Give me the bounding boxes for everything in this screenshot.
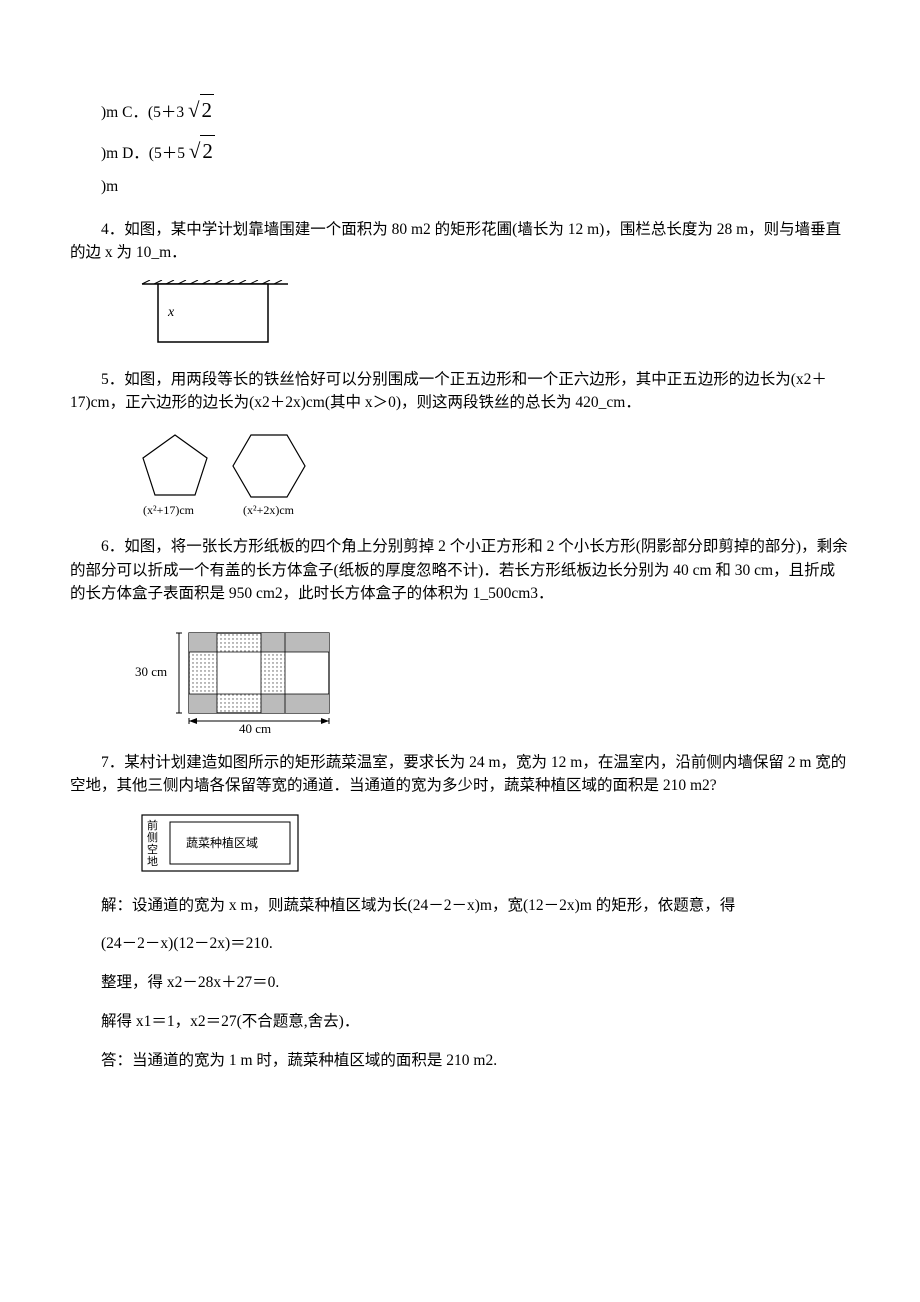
svg-text:侧: 侧: [147, 831, 158, 844]
figure-fold-box: 30 cm 40 cm: [135, 621, 850, 736]
svg-text:地: 地: [147, 855, 158, 868]
svg-text:40 cm: 40 cm: [239, 721, 271, 736]
svg-text:蔬菜种植区域: 蔬菜种植区域: [186, 835, 258, 850]
svg-text:x: x: [167, 305, 175, 320]
figure-polygons: (x²+17)cm (x²+2x)cm: [135, 430, 850, 520]
question-6: 6．如图，将一张长方形纸板的四个角上分别剪掉 2 个小正方形和 2 个小长方形(…: [70, 535, 850, 605]
sqrt-val2: 2: [200, 135, 215, 168]
sqrt-icon: √2: [189, 139, 215, 163]
option-end: )m: [101, 171, 850, 202]
solution-line-2: (24－2－x)(12－2x)＝210.: [70, 932, 850, 955]
svg-text:(x²+17)cm: (x²+17)cm: [143, 503, 195, 517]
option-c: )m C．(5＋3 √2: [101, 90, 850, 131]
question-4: 4．如图，某中学计划靠墙围建一个面积为 80 m2 的矩形花圃(墙长为 12 m…: [70, 218, 850, 265]
option-d: )m D．(5＋5 √2: [101, 131, 850, 172]
solution-line-3: 整理，得 x2－28x＋27＝0.: [70, 971, 850, 994]
solution-line-1: 解：设通道的宽为 x m，则蔬菜种植区域为长(24－2－x)m，宽(12－2x)…: [70, 894, 850, 917]
svg-text:空: 空: [147, 842, 158, 856]
svg-text:前: 前: [147, 818, 158, 832]
sqrt-val: 2: [200, 94, 215, 127]
svg-text:(x²+2x)cm: (x²+2x)cm: [243, 503, 295, 517]
opt-c-pre: )m C．(5＋3: [101, 104, 188, 121]
question-7: 7．某村计划建造如图所示的矩形蔬菜温室，要求长为 24 m，宽为 12 m，在温…: [70, 751, 850, 798]
opt-d-pre: )m D．(5＋5: [101, 145, 189, 162]
svg-text:30 cm: 30 cm: [135, 664, 167, 679]
question-5: 5．如图，用两段等长的铁丝恰好可以分别围成一个正五边形和一个正六边形，其中正五边…: [70, 368, 850, 415]
solution-line-4: 解得 x1＝1，x2＝27(不合题意,舍去)．: [70, 1010, 850, 1033]
solution-line-5: 答：当通道的宽为 1 m 时，蔬菜种植区域的面积是 210 m2.: [70, 1049, 850, 1072]
sqrt-icon: √2: [188, 98, 214, 122]
figure-wall: x: [140, 280, 850, 352]
figure-greenhouse: 前 侧 空 地 蔬菜种植区域: [140, 813, 850, 878]
